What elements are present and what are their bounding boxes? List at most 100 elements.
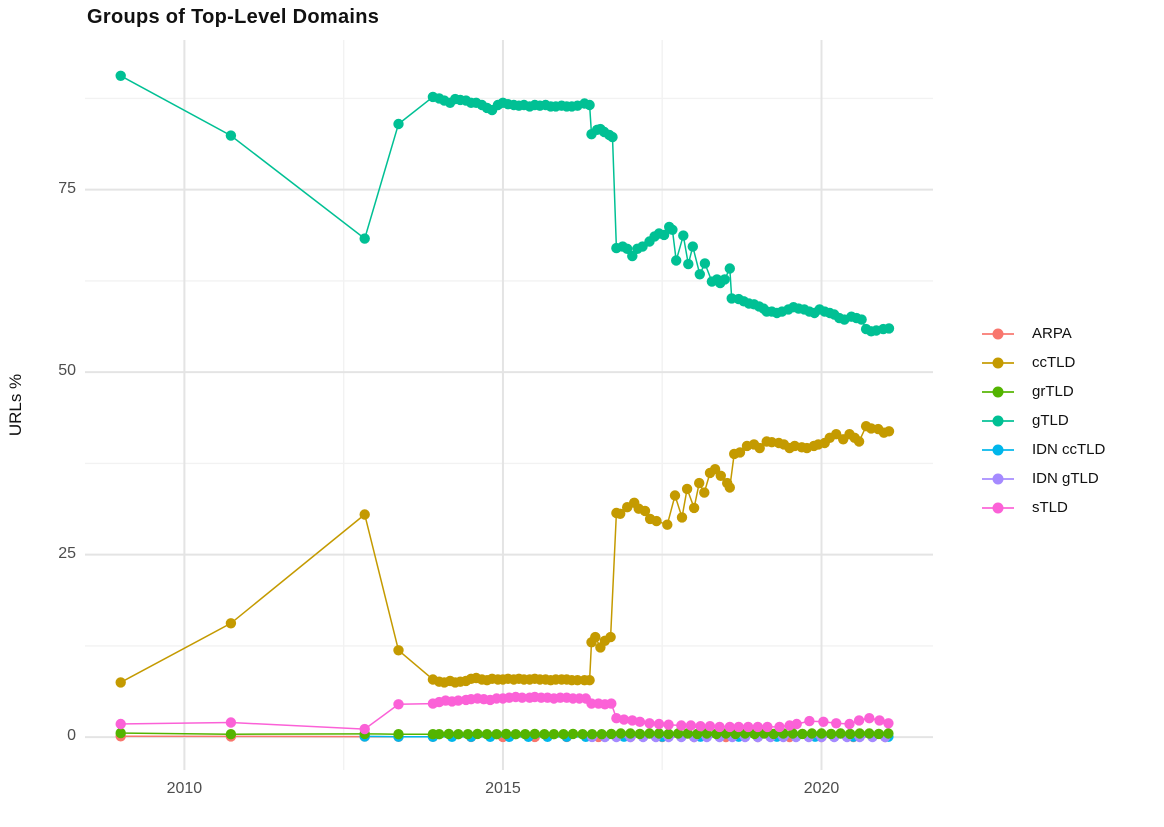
- data-point-stld: [724, 721, 735, 733]
- data-point-gtld: [607, 131, 618, 143]
- data-point-grtld: [558, 729, 569, 740]
- data-point-gtld: [883, 323, 895, 334]
- chart-title: Groups of Top-Level Domains: [87, 6, 380, 28]
- data-point-stld: [791, 718, 802, 730]
- legend-label: IDN gTLD: [1032, 470, 1099, 487]
- data-point-stld: [762, 721, 773, 733]
- data-point-cctld: [681, 483, 693, 495]
- data-point-grtld: [434, 729, 445, 740]
- data-point-grtld: [577, 729, 588, 740]
- data-point-grtld: [883, 728, 894, 739]
- data-point-cctld: [651, 515, 662, 527]
- data-point-grtld: [500, 728, 512, 740]
- data-point-grtld: [806, 728, 818, 739]
- data-point-cctld: [699, 487, 710, 498]
- data-point-gtld: [225, 130, 237, 141]
- data-point-cctld: [393, 645, 404, 656]
- legend-key-icon: [982, 501, 1014, 514]
- legend-item-grtld: grTLD: [982, 377, 1105, 406]
- data-point-gtld: [724, 263, 735, 274]
- x-tick-label: 2015: [485, 780, 521, 797]
- data-point-grtld: [816, 728, 827, 739]
- data-point-grtld: [529, 728, 540, 740]
- data-point-stld: [853, 715, 865, 726]
- data-point-cctld: [359, 509, 370, 520]
- series-stld: [115, 691, 894, 735]
- data-point-grtld: [520, 729, 531, 740]
- series-cctld: [115, 421, 895, 688]
- data-point-grtld: [539, 729, 550, 740]
- data-point-stld: [653, 718, 665, 730]
- data-point-cctld: [669, 490, 681, 501]
- data-point-cctld: [715, 470, 726, 481]
- data-point-grtld: [115, 727, 126, 739]
- data-point-grtld: [845, 728, 856, 740]
- data-point-stld: [516, 692, 528, 703]
- data-point-gtld: [694, 269, 705, 280]
- legend-label: grTLD: [1032, 383, 1074, 400]
- data-point-gtld: [683, 258, 694, 270]
- x-tick-label: 2020: [803, 780, 840, 797]
- data-point-grtld: [586, 729, 598, 740]
- data-point-gtld: [393, 118, 404, 130]
- data-point-grtld: [567, 728, 579, 740]
- data-point-grtld: [682, 728, 693, 739]
- data-point-grtld: [634, 728, 646, 740]
- data-point-stld: [774, 721, 785, 733]
- legend: ARPA ccTLD grTLD gTLD IDN ccTLD IDN gTLD sTLD: [982, 319, 1105, 522]
- data-point-stld: [714, 721, 725, 733]
- legend-label: ccTLD: [1032, 354, 1076, 371]
- legend-label: gTLD: [1032, 412, 1069, 429]
- data-point-cctld: [115, 677, 126, 688]
- data-point-stld: [393, 699, 404, 710]
- legend-item-stld: sTLD: [982, 493, 1105, 522]
- y-tick-label: 75: [58, 179, 76, 197]
- data-point-stld: [831, 718, 842, 729]
- data-point-grtld: [797, 728, 808, 740]
- legend-item-gtld: gTLD: [982, 406, 1105, 435]
- data-point-cctld: [734, 447, 746, 458]
- series-line-gtld: [120, 75, 890, 333]
- legend-item-idn-cctld: IDN ccTLD: [982, 435, 1105, 464]
- data-point-gtld: [658, 229, 670, 241]
- data-point-grtld: [596, 729, 607, 740]
- data-point-gtld: [584, 99, 595, 111]
- y-tick-label: 0: [67, 727, 76, 745]
- data-point-grtld: [864, 728, 875, 739]
- data-point-grtld: [625, 728, 636, 739]
- data-point-grtld: [548, 729, 560, 740]
- data-point-grtld: [443, 728, 454, 740]
- data-point-grtld: [787, 728, 798, 739]
- legend-label: sTLD: [1032, 499, 1068, 516]
- data-point-grtld: [393, 729, 404, 740]
- data-point-grtld: [768, 728, 779, 740]
- data-point-stld: [115, 718, 126, 730]
- data-point-cctld: [853, 436, 865, 447]
- data-point-stld: [844, 718, 855, 730]
- data-point-cctld: [662, 519, 673, 530]
- data-point-cctld: [225, 618, 237, 629]
- data-point-stld: [663, 719, 674, 730]
- data-point-cctld: [754, 442, 765, 454]
- x-tick-label: 2010: [166, 780, 203, 797]
- series-gtld: [115, 70, 895, 337]
- data-point-stld: [606, 698, 617, 709]
- data-point-stld: [883, 718, 894, 729]
- data-point-grtld: [462, 729, 474, 740]
- data-point-cctld: [688, 502, 700, 514]
- data-point-cctld: [590, 631, 601, 643]
- data-point-stld: [874, 715, 885, 726]
- data-point-stld: [818, 716, 829, 727]
- data-point-stld: [733, 721, 744, 733]
- data-point-grtld: [510, 729, 521, 740]
- data-point-gtld: [622, 243, 633, 254]
- data-point-gtld: [719, 274, 730, 285]
- data-point-stld: [225, 717, 237, 728]
- data-point-stld: [685, 720, 697, 731]
- data-point-grtld: [825, 728, 837, 740]
- data-point-stld: [743, 721, 754, 733]
- data-point-stld: [804, 715, 815, 727]
- legend-key-icon: [982, 472, 1014, 485]
